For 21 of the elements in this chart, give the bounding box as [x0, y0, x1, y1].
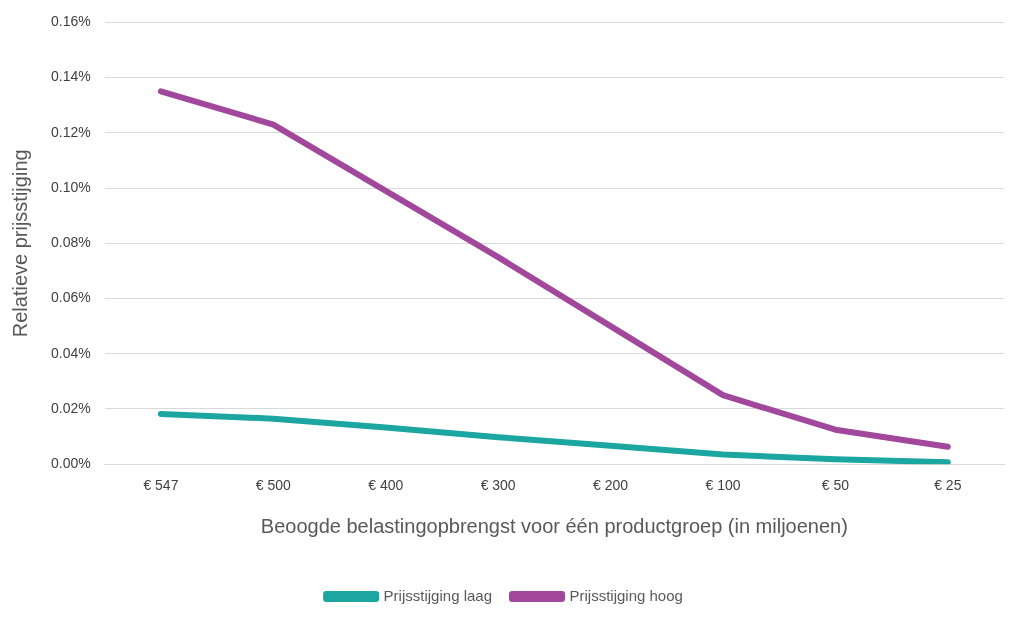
legend-label: Prijsstijging laag: [383, 586, 492, 604]
y-tick-label: 0.04%: [50, 344, 91, 361]
y-tick-label: 0.14%: [50, 68, 91, 85]
y-tick-label: 0.08%: [50, 234, 91, 251]
y-tick-label: 0.06%: [50, 289, 91, 306]
x-axis-title: Beoogde belastingopbrengst voor één productgroep (in miljoenen): [260, 514, 848, 537]
x-tick-label: € 200: [593, 477, 629, 494]
y-axis-title: Relatieve prijsstijging: [8, 149, 31, 338]
legend-label: Prijsstijging hoog: [569, 586, 683, 604]
x-tick-label: € 300: [480, 477, 516, 494]
x-tick-label: € 400: [368, 477, 404, 494]
x-tick-label: € 25: [934, 477, 962, 494]
y-tick-label: 0.16%: [50, 13, 91, 30]
y-tick-label: 0.12%: [50, 123, 91, 140]
x-tick-label: € 547: [143, 477, 179, 494]
x-tick-label: € 50: [821, 477, 850, 494]
y-tick-label: 0.00%: [50, 455, 91, 472]
y-tick-label: 0.10%: [50, 178, 91, 195]
y-tick-label: 0.02%: [50, 399, 91, 416]
x-tick-label: € 500: [255, 477, 292, 494]
x-tick-label: € 100: [705, 477, 741, 494]
